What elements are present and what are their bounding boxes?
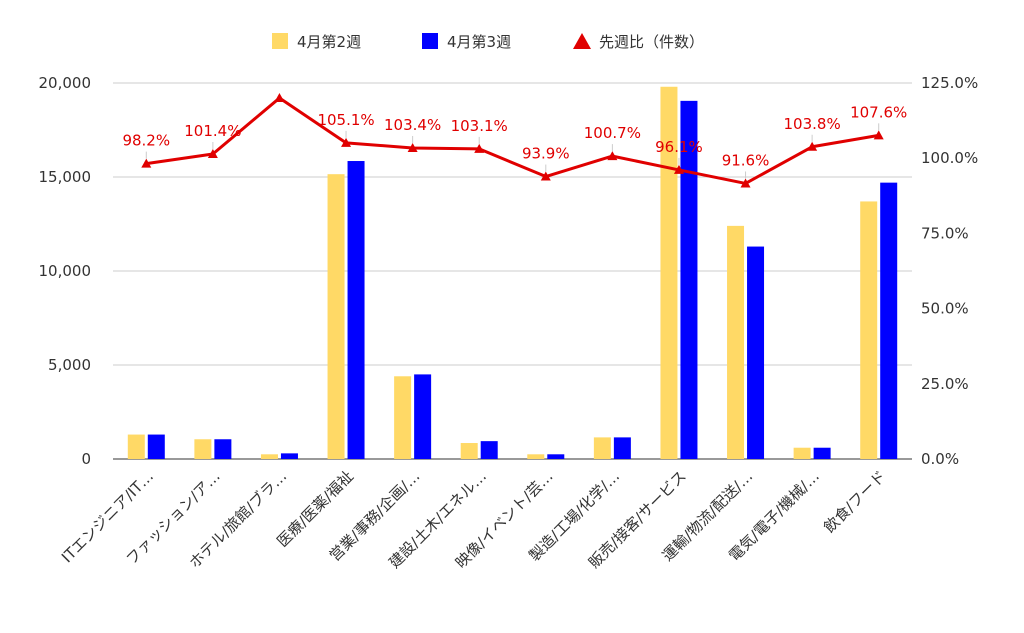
bar-week2	[793, 447, 811, 459]
ratio-point	[807, 141, 818, 151]
ratio-line: 98.2% 101.4% 105.1% 103.4% 103.1% 93.9% 100.7%…	[122, 93, 907, 188]
category-labels: ITエンジニア/IT…ファッション/ア…ホテル/旅館/ブラ…医療/医薬/福祉営業…	[58, 467, 890, 572]
legend: 4月第2週 4月第3週 先週比（件数）	[272, 33, 704, 51]
ratio-data-label: 101.4%	[184, 122, 241, 140]
ratio-data-label: 107.6%	[850, 103, 907, 121]
ratio-point	[341, 137, 352, 147]
left-axis-tick-label: 15,000	[39, 168, 92, 186]
ratio-data-label: 103.1%	[451, 117, 508, 135]
ratio-point	[407, 142, 418, 152]
ratio-point	[873, 130, 884, 140]
bar-week2	[194, 439, 212, 459]
ratio-data-label: 100.7%	[584, 124, 641, 142]
right-axis-tick-label: 50.0%	[921, 300, 969, 318]
left-axis: 0 5,000 10,000 15,000 20,000	[39, 74, 92, 468]
right-axis-tick-label: 25.0%	[921, 375, 969, 393]
legend-swatch	[272, 33, 288, 49]
right-axis-tick-label: 100.0%	[921, 149, 978, 167]
ratio-point	[607, 151, 618, 161]
bar-week3	[813, 447, 831, 459]
ratio-data-label: 105.1%	[317, 111, 374, 129]
left-axis-tick-label: 20,000	[39, 74, 92, 92]
legend-label: 4月第3週	[447, 33, 511, 51]
bar-week3	[147, 434, 165, 459]
right-axis-tick-label: 75.0%	[921, 224, 969, 242]
bar-week3	[414, 374, 432, 459]
legend-label: 4月第2週	[297, 33, 361, 51]
ratio-data-label: 93.9%	[522, 145, 570, 163]
category-label: 飲食/フード	[820, 467, 889, 536]
ratio-point	[141, 158, 152, 168]
bar-week2	[593, 437, 611, 459]
right-axis: 0.0% 25.0% 50.0% 75.0% 100.0% 125.0%	[921, 74, 978, 468]
left-axis-tick-label: 5,000	[48, 356, 91, 374]
legend-label: 先週比（件数）	[599, 33, 704, 51]
bar-week3	[347, 161, 365, 459]
ratio-data-label: 96.1%	[655, 138, 703, 156]
bar-week3	[480, 441, 498, 459]
ratio-line-path	[146, 96, 879, 185]
bar-week3	[280, 453, 298, 459]
ratio-point	[207, 148, 218, 158]
ratio-point	[673, 164, 684, 174]
bar-week2	[527, 454, 545, 459]
ratio-point	[474, 143, 485, 153]
bar-week2	[460, 443, 478, 459]
bar-week3	[613, 437, 631, 459]
bar-week2	[660, 86, 678, 459]
left-axis-tick-label: 0	[81, 450, 91, 468]
ratio-data-label: 103.8%	[784, 115, 841, 133]
left-axis-tick-label: 10,000	[39, 262, 92, 280]
bar-week3	[880, 182, 898, 459]
bar-week2	[327, 174, 345, 459]
legend-swatch	[573, 33, 591, 49]
bar-week2	[260, 454, 278, 459]
ratio-point	[740, 178, 751, 188]
bar-week3	[680, 100, 698, 460]
bar-week3	[747, 246, 765, 459]
bars	[127, 86, 898, 460]
ratio-data-label: 103.4%	[384, 116, 441, 134]
bar-week3	[214, 439, 232, 459]
bar-week2	[860, 201, 878, 459]
ratio-point	[274, 93, 285, 103]
right-axis-tick-label: 0.0%	[921, 450, 959, 468]
ratio-data-label: 98.2%	[122, 132, 170, 150]
bar-week3	[547, 454, 565, 459]
right-axis-tick-label: 125.0%	[921, 74, 978, 92]
ratio-data-label: 91.6%	[722, 151, 770, 169]
gridlines	[113, 82, 912, 460]
bar-week2	[394, 376, 412, 459]
ratio-point	[540, 171, 551, 181]
bar-week2	[127, 434, 145, 459]
legend-swatch	[422, 33, 438, 49]
bar-week2	[727, 225, 745, 459]
